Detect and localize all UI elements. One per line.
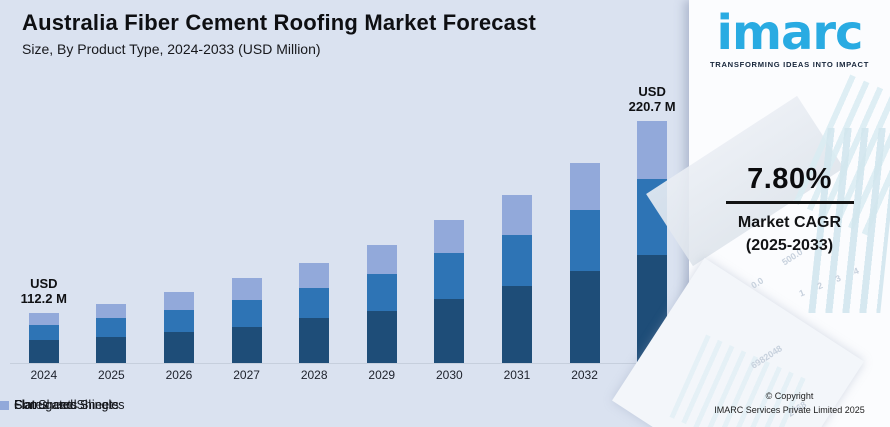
cagr-divider bbox=[725, 201, 854, 204]
bar-value-label-2024: USD 112.2 M bbox=[20, 275, 67, 307]
imarc-logo: imarc TRANSFORMING IDEAS INTO IMPACT bbox=[689, 5, 890, 70]
legend-label-flat-sheets: Flat Sheets bbox=[14, 398, 78, 412]
bar-segment-flat-sheets bbox=[569, 210, 600, 271]
bar-segment-corrugated-sheets bbox=[96, 337, 127, 363]
legend-item-slates-and-shingles: Slates and Shingles bbox=[0, 398, 125, 412]
x-axis-label-2026: 2026 bbox=[165, 368, 193, 382]
bar-stack-2033 bbox=[637, 121, 668, 363]
bar-segment-slates-and-shingles bbox=[434, 220, 465, 253]
cagr-period: (2025-2033) bbox=[745, 237, 834, 255]
x-axis-label-2032: 2032 bbox=[571, 368, 598, 382]
bar-segment-corrugated-sheets bbox=[434, 299, 465, 363]
x-axis-label-2033: 2033 bbox=[638, 368, 666, 382]
x-axis-label-2030: 2030 bbox=[436, 368, 463, 382]
bar-column-2028 bbox=[280, 95, 348, 363]
bar-value-label-2033: USD 220.7 M bbox=[628, 83, 676, 115]
bar-column-2026 bbox=[145, 95, 213, 363]
x-axis-label-2028: 2028 bbox=[300, 368, 328, 382]
bar-stack-2027 bbox=[231, 278, 262, 363]
bar-segment-flat-sheets bbox=[28, 325, 59, 340]
x-axis-label-2024: 2024 bbox=[30, 368, 58, 382]
legend-label-corrugated-sheets: Corrugated Sheets bbox=[14, 398, 119, 412]
brand-panel-content: imarc TRANSFORMING IDEAS INTO IMPACT 7.8… bbox=[689, 0, 890, 427]
imarc-logo-tagline: TRANSFORMING IDEAS INTO IMPACT bbox=[709, 60, 870, 70]
chart-title: Australia Fiber Cement Roofing Market Fo… bbox=[22, 10, 537, 35]
copyright-line2: IMARC Services Private Limited 2025 bbox=[714, 404, 865, 415]
bar-segment-flat-sheets bbox=[299, 288, 330, 318]
x-axis-row: 2024 2025 2026 2027 2028 2029 2030 2031 2032 2033 bbox=[10, 368, 686, 382]
bar-segment-corrugated-sheets bbox=[637, 255, 668, 363]
copyright: © Copyright IMARC Services Private Limit… bbox=[689, 390, 890, 417]
bar-segment-slates-and-shingles bbox=[569, 163, 600, 210]
bar-segment-corrugated-sheets bbox=[231, 327, 262, 363]
chart-subtitle: Size, By Product Type, 2024-2033 (USD Mi… bbox=[22, 41, 321, 57]
bar-segment-slates-and-shingles bbox=[231, 278, 262, 300]
imarc-logo-wordmark: imarc bbox=[716, 5, 864, 61]
bar-stack-2025 bbox=[96, 304, 127, 363]
bar-column-2029 bbox=[348, 95, 416, 363]
bar-segment-flat-sheets bbox=[501, 235, 532, 286]
bar-segment-corrugated-sheets bbox=[569, 271, 600, 363]
bar-segment-slates-and-shingles bbox=[637, 121, 668, 179]
legend-swatch-slates-and-shingles bbox=[0, 400, 9, 410]
bar-segment-slates-and-shingles bbox=[96, 304, 127, 318]
bar-segment-flat-sheets bbox=[366, 274, 397, 311]
bar-segment-flat-sheets bbox=[434, 253, 465, 299]
x-axis-label-2025: 2025 bbox=[98, 368, 125, 382]
bar-segment-slates-and-shingles bbox=[366, 245, 397, 274]
x-axis-label-2031: 2031 bbox=[503, 368, 531, 382]
copyright-line1: © Copyright bbox=[765, 391, 814, 401]
bar-stack-2029 bbox=[366, 245, 397, 363]
bar-stack-2026 bbox=[163, 292, 194, 363]
bar-column-2025 bbox=[78, 95, 146, 363]
bar-column-2031 bbox=[483, 95, 551, 363]
bar-segment-slates-and-shingles bbox=[501, 195, 532, 235]
bar-column-2032 bbox=[551, 95, 619, 363]
bar-column-2030 bbox=[416, 95, 484, 363]
bar-segment-flat-sheets bbox=[231, 300, 262, 327]
bar-segment-slates-and-shingles bbox=[163, 292, 194, 310]
bar-column-2027 bbox=[213, 95, 281, 363]
bar-segment-flat-sheets bbox=[96, 318, 127, 337]
bar-stack-2024 bbox=[28, 313, 59, 363]
bar-segment-corrugated-sheets bbox=[28, 340, 59, 363]
bar-stack-2032 bbox=[569, 163, 600, 363]
cagr-label: Market CAGR bbox=[737, 214, 842, 231]
bar-segment-flat-sheets bbox=[163, 310, 194, 332]
cagr-block: 7.80% Market CAGR (2025-2033) bbox=[689, 163, 890, 257]
bar-segment-corrugated-sheets bbox=[501, 286, 532, 363]
chart-panel: Australia Fiber Cement Roofing Market Fo… bbox=[0, 10, 686, 412]
legend-label-slates-and-shingles: Slates and Shingles bbox=[14, 398, 125, 412]
bar-segment-corrugated-sheets bbox=[299, 318, 330, 363]
bar-column-2024: USD 112.2 M bbox=[10, 95, 78, 363]
bar-stack-2030 bbox=[434, 220, 465, 363]
bar-segment-corrugated-sheets bbox=[163, 332, 194, 363]
x-axis-label-2027: 2027 bbox=[233, 368, 260, 382]
bar-stack-2028 bbox=[299, 263, 330, 363]
brand-panel: 500.0 0.0 1 2 3 4 6982048 2768 imarc TRA… bbox=[612, 0, 890, 427]
bar-segment-slates-and-shingles bbox=[299, 263, 330, 288]
x-axis-label-2029: 2029 bbox=[368, 368, 396, 382]
plot-area: USD 112.2 M USD 220.7 M bbox=[10, 84, 686, 364]
bar-segment-slates-and-shingles bbox=[28, 313, 59, 325]
bar-stack-2031 bbox=[501, 195, 532, 363]
bar-segment-flat-sheets bbox=[637, 179, 668, 255]
cagr-value: 7.80% bbox=[747, 163, 832, 195]
bar-column-2033: USD 220.7 M bbox=[618, 84, 686, 363]
bar-segment-corrugated-sheets bbox=[366, 311, 397, 363]
